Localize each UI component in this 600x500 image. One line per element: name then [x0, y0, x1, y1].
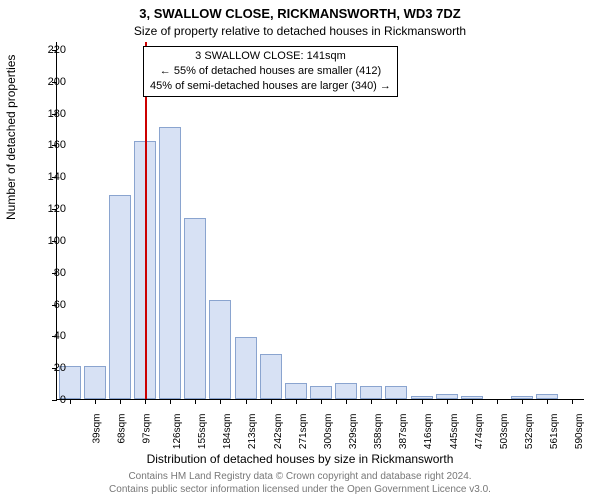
xtick-label: 358sqm [373, 414, 384, 450]
histogram-bar [84, 366, 106, 399]
ytick-label: 220 [38, 44, 66, 56]
ytick-label: 120 [38, 203, 66, 215]
xtick-label: 242sqm [273, 414, 284, 450]
xtick-label: 532sqm [524, 414, 535, 450]
xtick-label: 416sqm [424, 414, 435, 450]
histogram-bar [109, 195, 131, 399]
xtick-mark [321, 399, 322, 404]
histogram-bar [184, 218, 206, 399]
histogram-bar [159, 127, 181, 399]
xtick-label: 68sqm [116, 414, 127, 444]
xtick-label: 126sqm [172, 414, 183, 450]
annotation-line1: 3 SWALLOW CLOSE: 141sqm [150, 49, 391, 64]
xtick-mark [220, 399, 221, 404]
chart-title-sub: Size of property relative to detached ho… [0, 24, 600, 38]
y-axis-label: Number of detached properties [4, 55, 18, 220]
xtick-label: 213sqm [248, 414, 259, 450]
xtick-label: 503sqm [499, 414, 510, 450]
histogram-bar [285, 383, 307, 399]
xtick-mark [547, 399, 548, 404]
xtick-mark [170, 399, 171, 404]
histogram-bar [310, 386, 332, 399]
xtick-mark [422, 399, 423, 404]
annotation-line2: ← 55% of detached houses are smaller (41… [150, 64, 391, 79]
xtick-label: 39sqm [91, 414, 102, 444]
xtick-mark [497, 399, 498, 404]
ytick-label: 20 [38, 362, 66, 374]
xtick-mark [70, 399, 71, 404]
histogram-bar [235, 337, 257, 399]
xtick-label: 445sqm [449, 414, 460, 450]
annotation-line3: 45% of semi-detached houses are larger (… [150, 79, 391, 94]
xtick-label: 561sqm [549, 414, 560, 450]
ytick-label: 180 [38, 108, 66, 120]
xtick-mark [145, 399, 146, 404]
x-axis-label: Distribution of detached houses by size … [0, 452, 600, 466]
histogram-bar [209, 300, 231, 399]
histogram-bar [360, 386, 382, 399]
chart-footer: Contains HM Land Registry data © Crown c… [0, 471, 600, 496]
xtick-label: 590sqm [574, 414, 585, 450]
xtick-label: 184sqm [222, 414, 233, 450]
plot-area: 3 SWALLOW CLOSE: 141sqm← 55% of detached… [56, 42, 584, 400]
histogram-bar [385, 386, 407, 399]
chart-title-main: 3, SWALLOW CLOSE, RICKMANSWORTH, WD3 7DZ [0, 6, 600, 21]
xtick-label: 387sqm [398, 414, 409, 450]
xtick-label: 329sqm [348, 414, 359, 450]
xtick-mark [296, 399, 297, 404]
ytick-label: 200 [38, 76, 66, 88]
xtick-mark [195, 399, 196, 404]
xtick-mark [371, 399, 372, 404]
xtick-label: 271sqm [298, 414, 309, 450]
ytick-label: 60 [38, 299, 66, 311]
xtick-label: 155sqm [197, 414, 208, 450]
xtick-mark [246, 399, 247, 404]
xtick-label: 300sqm [323, 414, 334, 450]
xtick-mark [120, 399, 121, 404]
xtick-label: 474sqm [474, 414, 485, 450]
chart-container: 3, SWALLOW CLOSE, RICKMANSWORTH, WD3 7DZ… [0, 0, 600, 500]
ytick-label: 40 [38, 330, 66, 342]
xtick-label: 97sqm [141, 414, 152, 444]
ytick-label: 140 [38, 171, 66, 183]
xtick-mark [472, 399, 473, 404]
footer-line2: Contains public sector information licen… [0, 484, 600, 497]
ytick-label: 100 [38, 235, 66, 247]
xtick-mark [95, 399, 96, 404]
xtick-mark [447, 399, 448, 404]
ytick-label: 80 [38, 267, 66, 279]
histogram-bar [260, 354, 282, 399]
footer-line1: Contains HM Land Registry data © Crown c… [0, 471, 600, 484]
annotation-box: 3 SWALLOW CLOSE: 141sqm← 55% of detached… [143, 46, 398, 97]
ytick-label: 160 [38, 139, 66, 151]
ytick-label: 0 [38, 394, 66, 406]
histogram-bar [335, 383, 357, 399]
xtick-mark [346, 399, 347, 404]
xtick-mark [522, 399, 523, 404]
xtick-mark [271, 399, 272, 404]
xtick-mark [572, 399, 573, 404]
xtick-mark [396, 399, 397, 404]
